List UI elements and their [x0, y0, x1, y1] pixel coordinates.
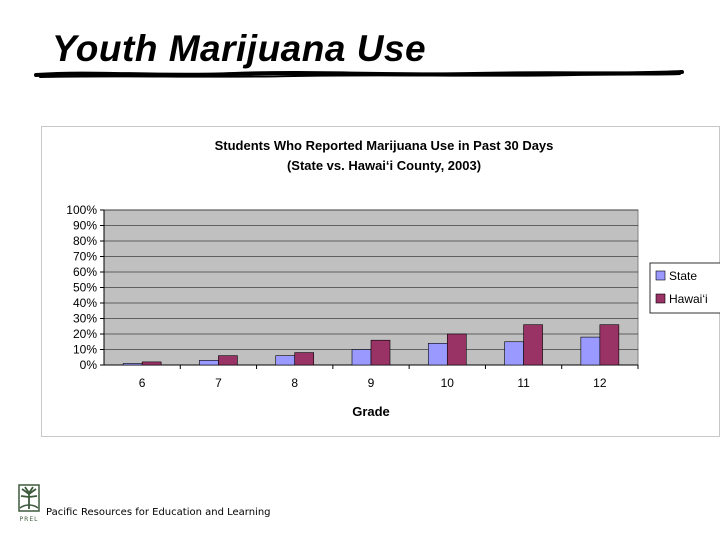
x-tick-label: 9	[368, 376, 375, 390]
prel-logo: PREL	[18, 484, 40, 523]
y-tick-label: 20%	[73, 327, 97, 341]
y-tick-label: 90%	[73, 219, 97, 233]
bar-hawaii-grade-11	[523, 324, 543, 366]
bar-state-grade-6	[122, 363, 143, 366]
slide-title: Youth Marijuana Use	[52, 28, 427, 69]
y-tick-label: 70%	[73, 250, 97, 264]
bar-hawaii-grade-10	[446, 333, 467, 366]
y-tick-label: 80%	[73, 234, 97, 248]
legend-label-state: State	[669, 269, 697, 283]
bar-hawaii-grade-9	[370, 339, 391, 366]
legend-label-hawaii: Hawai‘i	[669, 292, 708, 306]
x-tick-label: 6	[139, 376, 146, 390]
chart-frame: Students Who Reported Marijuana Use in P…	[41, 126, 720, 437]
x-tick-label: 8	[291, 376, 298, 390]
y-tick-label: 50%	[73, 281, 97, 295]
legend-swatch-state	[655, 270, 666, 281]
footer-organization: Pacific Resources for Education and Lear…	[46, 507, 271, 518]
chart-title: Students Who Reported Marijuana Use in P…	[215, 138, 554, 153]
bar-hawaii-grade-8	[294, 352, 315, 366]
y-tick-label: 30%	[73, 312, 97, 326]
x-tick-label: 7	[215, 376, 222, 390]
bar-state-grade-8	[275, 355, 296, 366]
bar-state-grade-10	[427, 343, 448, 366]
y-tick-label: 40%	[73, 296, 97, 310]
x-axis-label: Grade	[352, 404, 390, 419]
y-tick-label: 100%	[66, 203, 97, 217]
title-underline	[34, 70, 684, 78]
logo-letters: PREL	[20, 516, 39, 523]
bar-chart: Students Who Reported Marijuana Use in P…	[66, 138, 720, 419]
bar-hawaii-grade-7	[218, 355, 238, 366]
bar-state-grade-7	[199, 360, 219, 366]
x-tick-label: 10	[441, 376, 455, 390]
bar-state-grade-12	[580, 336, 601, 366]
x-tick-label: 11	[517, 376, 530, 390]
y-tick-label: 10%	[73, 343, 97, 357]
chart-subtitle: (State vs. Hawai‘i County, 2003)	[287, 158, 481, 173]
bar-state-grade-11	[504, 341, 524, 366]
bar-hawaii-grade-12	[599, 324, 620, 366]
bar-hawaii-grade-6	[141, 361, 162, 366]
bar-state-grade-9	[351, 349, 372, 366]
y-tick-label: 60%	[73, 265, 97, 279]
y-tick-label: 0%	[80, 358, 98, 372]
legend-swatch-hawaii	[655, 293, 666, 304]
x-tick-label: 12	[593, 376, 607, 390]
